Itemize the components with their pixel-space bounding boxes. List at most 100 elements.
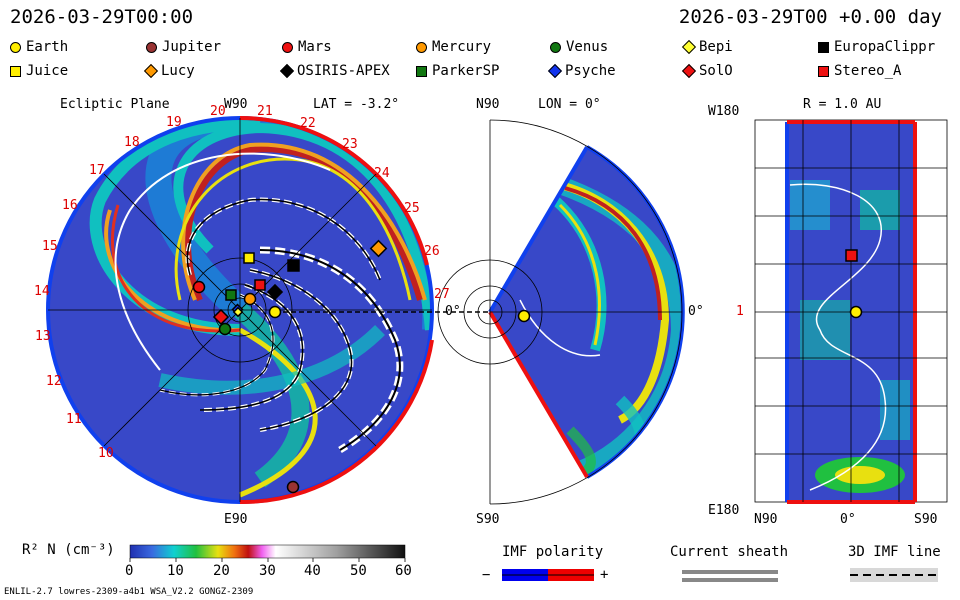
radial-bottom-left-label: E180 — [708, 503, 740, 518]
legend-item-osiris-apex: OSIRIS-APEX — [279, 63, 390, 79]
ecliptic-title: Ecliptic Plane — [60, 97, 170, 112]
colorbar-tick: 10 — [167, 563, 184, 579]
imf-line-title: 3D IMF line — [848, 544, 941, 560]
legend-item-earth: Earth — [10, 39, 68, 55]
carrington-tick: 20 — [210, 104, 226, 119]
circle-marker-icon — [550, 41, 561, 53]
colorbar-tick: 50 — [350, 563, 367, 579]
legend-label: Bepi — [699, 39, 733, 55]
imf-polarity-plus: + — [600, 567, 609, 583]
ecliptic-plane-panel — [46, 115, 490, 505]
lucy-marker — [369, 239, 388, 258]
legend-item-bepi: Bepi — [681, 39, 733, 55]
legend-label: EuropaClippr — [834, 39, 936, 55]
colorbar-tick: 20 — [213, 563, 230, 579]
ecliptic-right-label: 0° — [445, 304, 461, 319]
legend-label: Psyche — [565, 63, 616, 79]
legend-item-juice: Juice — [10, 63, 68, 79]
earth-marker-radial — [849, 305, 863, 319]
meridional-lon-label: LON = 0° — [538, 97, 601, 112]
colorbar — [129, 544, 406, 559]
carrington-tick: 16 — [62, 198, 78, 213]
imf-polarity-title: IMF polarity — [502, 544, 604, 560]
carrington-tick: 23 — [342, 137, 358, 152]
square-marker-icon — [818, 65, 829, 77]
timestamp-right: 2026-03-29T00 +0.00 day — [678, 6, 942, 28]
legend-item-jupiter: Jupiter — [146, 39, 221, 55]
meridional-right-label: 0° — [688, 304, 704, 319]
colorbar-tick: 0 — [125, 563, 134, 579]
model-info: ENLIL-2.7 lowres-2309-a4b1 WSA_V2.2 GONG… — [4, 587, 254, 597]
carrington-tick: 15 — [42, 239, 58, 254]
legend-label: SolO — [699, 63, 733, 79]
legend-label: Stereo_A — [834, 63, 902, 79]
legend-label: Jupiter — [162, 39, 222, 55]
legend-item-lucy: Lucy — [143, 63, 195, 79]
circle-marker-icon — [416, 41, 427, 53]
colorbar-tick: 30 — [259, 563, 276, 579]
earth-marker-meridional — [517, 309, 531, 323]
legend-label: OSIRIS-APEX — [297, 63, 390, 79]
radial-bottom-label: S90 — [914, 512, 938, 527]
timestamp-left: 2026-03-29T00:00 — [10, 6, 194, 28]
legend-item-stereo-a: Stereo_A — [818, 63, 901, 79]
ecliptic-lat-label: LAT = -3.2° — [313, 97, 400, 112]
carrington-tick: 10 — [98, 446, 114, 461]
legend-item-parkersp: ParkerSP — [416, 63, 499, 79]
radial-title: R = 1.0 AU — [803, 97, 882, 112]
legend-label: Mars — [298, 39, 332, 55]
carrington-tick: 17 — [89, 163, 105, 178]
bepi-marker — [232, 306, 244, 318]
europaclipper-marker — [287, 259, 300, 272]
carrington-tick: 25 — [404, 201, 420, 216]
mercury-marker — [243, 292, 257, 306]
carrington-tick: 14 — [34, 284, 50, 299]
circle-marker-icon — [10, 41, 21, 53]
carrington-tick: 22 — [300, 116, 316, 131]
carrington-tick: 13 — [35, 329, 51, 344]
radial-panel — [754, 119, 948, 504]
carrington-tick: 24 — [374, 166, 390, 181]
solo-marker — [212, 308, 230, 326]
osirisapex-marker — [266, 283, 284, 301]
carrington-tick: 12 — [46, 374, 62, 389]
mars-marker — [192, 280, 206, 294]
circle-marker-icon — [146, 41, 157, 53]
square-marker-icon — [10, 65, 21, 77]
earth-marker — [268, 305, 282, 319]
legend-item-mars: Mars — [282, 39, 332, 55]
legend-item-europaclippr: EuropaClippr — [818, 39, 935, 55]
legend-label: Mercury — [432, 39, 492, 55]
colorbar-tick: 60 — [395, 563, 412, 579]
legend-label: Venus — [566, 39, 609, 55]
circle-marker-icon — [282, 41, 293, 53]
square-marker-icon — [416, 65, 427, 77]
radial-bottom-label: 0° — [840, 512, 856, 527]
parkersp-marker — [225, 289, 237, 301]
colorbar-tick: 40 — [304, 563, 321, 579]
carrington-tick: 19 — [166, 115, 182, 130]
legend-label: Earth — [26, 39, 69, 55]
stereoa-marker-radial — [845, 249, 858, 262]
legend-label: Lucy — [161, 63, 195, 79]
jupiter-marker — [286, 480, 300, 494]
ecliptic-top-label: W90 — [224, 97, 248, 112]
legend-item-solo: SolO — [681, 63, 733, 79]
carrington-tick: 11 — [66, 412, 82, 427]
current-sheath-title: Current sheath — [670, 544, 789, 560]
radial-bottom-label: N90 — [754, 512, 778, 527]
meridional-bottom-label: S90 — [476, 512, 500, 527]
stereoa-marker — [254, 279, 266, 291]
venus-marker — [218, 322, 232, 336]
carrington-tick: 26 — [424, 244, 440, 259]
juice-marker — [243, 252, 255, 264]
carrington-tick: 18 — [124, 135, 140, 150]
colorbar-label: R² N (cm⁻³) — [22, 542, 115, 558]
legend-item-mercury: Mercury — [416, 39, 491, 55]
radial-top-left-label: W180 — [708, 104, 740, 119]
carrington-tick: 27 — [434, 287, 450, 302]
legend-label: Juice — [26, 63, 69, 79]
legend-label: ParkerSP — [432, 63, 500, 79]
carrington-tick: 21 — [257, 104, 273, 119]
